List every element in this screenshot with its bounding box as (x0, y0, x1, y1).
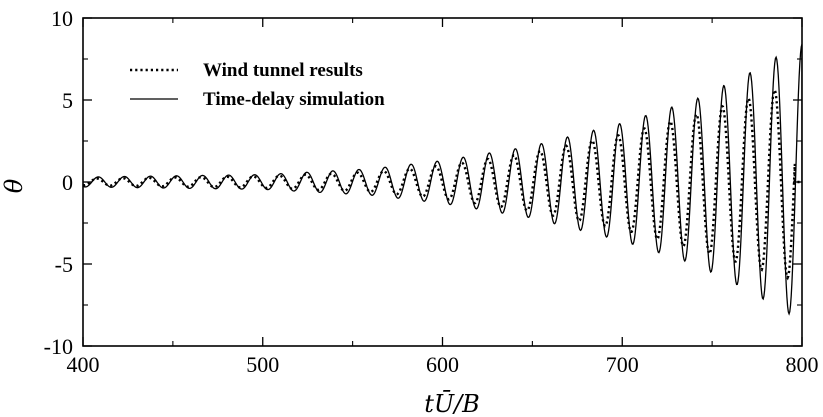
series-line-wind-tunnel (83, 87, 802, 281)
series-line-time-delay (83, 44, 802, 316)
x-axis-title: tŪ/B (424, 390, 480, 417)
y-axis-title: θ (0, 178, 28, 193)
x-tick-label: 600 (426, 352, 459, 377)
y-tick-label: 10 (51, 6, 73, 31)
x-tick-label: 400 (67, 352, 100, 377)
y-tick-label: 0 (62, 170, 73, 195)
axes: 400 500 600 700 800 10 5 0 -5 -10 (44, 6, 819, 377)
plot-frame (82, 17, 803, 347)
x-tick-label: 700 (606, 352, 639, 377)
legend: Wind tunnel results Time-delay simulation (130, 60, 385, 110)
y-tick-label: -10 (44, 334, 73, 359)
y-tick-label: -5 (55, 252, 73, 277)
legend-label-wind-tunnel: Wind tunnel results (203, 60, 363, 81)
legend-label-time-delay: Time-delay simulation (203, 89, 385, 110)
plot-area (83, 44, 802, 316)
y-tick-label: 5 (62, 88, 73, 113)
x-tick-label: 500 (246, 352, 279, 377)
x-tick-label: 800 (786, 352, 819, 377)
